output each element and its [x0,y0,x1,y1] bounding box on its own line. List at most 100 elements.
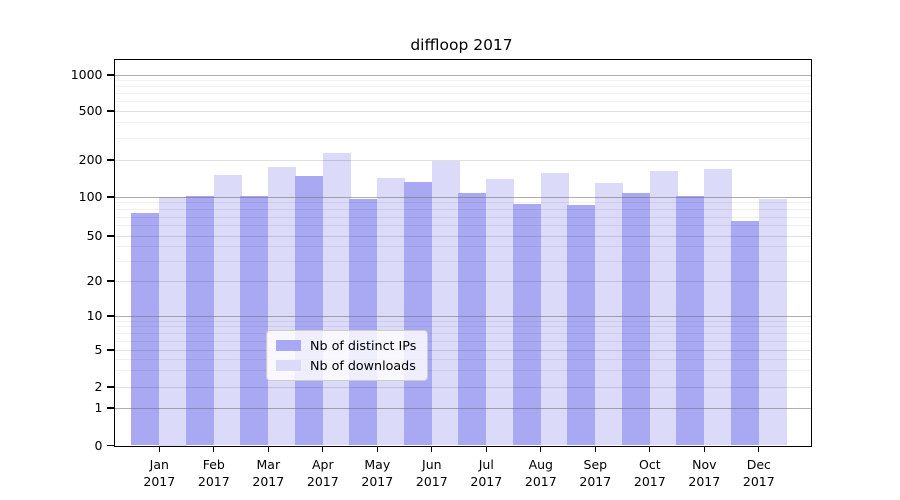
bar-nb-of-downloads-dec [758,199,787,446]
y-tick-label: 20 [86,273,103,288]
gridline-minor [114,320,811,322]
bar-nb-of-distinct-ips-jul [458,193,487,446]
bar-nb-of-distinct-ips-feb [185,196,214,446]
gridline-major [114,74,811,76]
bar-nb-of-distinct-ips-apr [294,176,323,446]
gridline-major [114,196,811,198]
y-tick [107,407,115,409]
gridline [114,110,811,112]
gridline-minor [114,101,811,103]
gridline-minor [114,370,811,372]
gridline-major [114,407,811,409]
x-tick [485,445,487,452]
bar-nb-of-downloads-mar [268,166,297,446]
gridline-minor [114,137,811,139]
x-tick-label: Feb 2017 [197,456,230,490]
y-tick [107,444,115,447]
y-tick-label: 5 [94,342,103,357]
y-tick [107,159,115,161]
x-tick-label: Oct 2017 [633,456,666,490]
gridline-minor [114,332,811,334]
y-tick [107,74,115,76]
x-tick-label: Aug 2017 [524,456,557,490]
x-tick [703,445,705,452]
gridline [114,386,811,388]
bar-nb-of-downloads-apr [322,153,351,446]
legend-swatch-distinct-ips [276,340,301,351]
gridline-minor [114,358,811,360]
gridline-minor [114,260,811,262]
y-tick [107,110,115,112]
x-tick [594,445,596,452]
x-tick-label: Nov 2017 [688,456,721,490]
x-tick [158,445,160,452]
x-tick-label: Dec 2017 [742,456,775,490]
x-tick [649,445,651,452]
y-tick-label: 100 [78,189,103,204]
legend-item-distinct-ips: Nb of distinct IPs [276,338,416,353]
chart-title: diffloop 2017 [410,36,513,54]
bar-nb-of-downloads-oct [649,170,678,446]
x-tick-label: Jan 2017 [143,456,176,490]
legend-label-distinct-ips: Nb of distinct IPs [310,338,417,353]
bar-nb-of-downloads-nov [704,169,733,446]
bar-nb-of-distinct-ips-mar [240,196,269,446]
y-tick [107,349,115,351]
gridline [114,280,811,282]
x-tick [267,445,269,452]
y-tick [107,315,115,317]
bar-nb-of-distinct-ips-may [349,198,378,446]
x-tick [213,445,215,452]
plot-area: 1000 500 200 100 50 20 10 5 2 1 0 Jan 2017 Feb 2017 M… [71,59,812,489]
y-tick-label: 2 [94,379,103,394]
y-tick-label: 1000 [70,67,103,82]
gridline-minor [114,246,811,248]
y-tick-label: 500 [78,103,103,118]
bar-nb-of-downloads-feb [213,175,242,446]
x-tick [322,445,324,452]
gridline-minor [114,340,811,342]
gridline-minor [114,79,811,81]
bar-nb-of-downloads-jun [431,161,460,446]
x-tick [540,445,542,452]
y-tick [107,196,115,198]
x-tick-label: Jun 2017 [415,456,448,490]
gridline [114,159,811,161]
y-tick [107,386,115,388]
gridline-minor [114,216,811,218]
x-tick-label: Apr 2017 [306,456,339,490]
legend: Nb of distinct IPs Nb of downloads [266,330,429,381]
x-tick [758,445,760,452]
gridline-minor [114,225,811,227]
bar-nb-of-distinct-ips-oct [621,192,650,446]
gridline-minor [114,86,811,88]
x-tick [376,445,378,452]
gridline-minor [114,202,811,204]
bar-nb-of-downloads-aug [540,172,569,446]
y-tick-label: 1 [94,400,103,415]
y-tick [107,280,115,282]
legend-label-downloads: Nb of downloads [310,358,416,373]
legend-item-downloads: Nb of downloads [276,358,416,373]
gridline [114,235,811,237]
x-tick-label: May 2017 [361,456,394,490]
bar-nb-of-downloads-sep [595,182,624,446]
legend-swatch-downloads [276,360,301,371]
bar-nb-of-downloads-may [377,178,406,446]
gridline-minor [114,93,811,95]
bar-nb-of-distinct-ips-jan [131,213,160,446]
x-tick [431,445,433,452]
x-tick-label: Mar 2017 [252,456,285,490]
bar-nb-of-distinct-ips-sep [567,204,596,446]
gridline [114,349,811,351]
gridline-minor [114,326,811,328]
x-tick-label: Jul 2017 [470,456,503,490]
gridline-major [114,315,811,317]
bar-nb-of-distinct-ips-nov [676,195,705,446]
bar-nb-of-distinct-ips-aug [512,204,541,446]
y-tick-label: 50 [86,228,103,243]
gridline-minor [114,122,811,124]
bar-nb-of-downloads-jul [486,178,515,446]
x-tick-label: Sep 2017 [579,456,612,490]
